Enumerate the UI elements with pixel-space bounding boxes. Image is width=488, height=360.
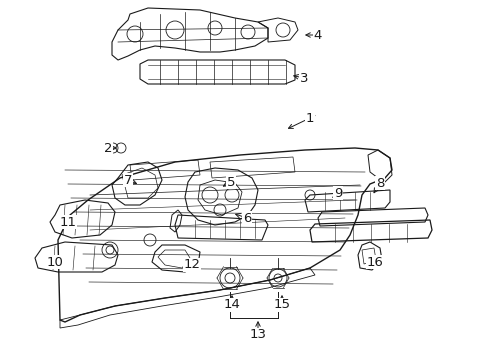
Text: 16: 16 [366, 256, 383, 269]
Text: 14: 14 [223, 298, 240, 311]
Text: 6: 6 [243, 212, 251, 225]
Text: 5: 5 [226, 176, 235, 189]
Text: 7: 7 [123, 174, 132, 186]
Text: 8: 8 [375, 176, 384, 189]
Text: 11: 11 [60, 216, 76, 229]
Text: 9: 9 [333, 186, 342, 199]
Text: 13: 13 [249, 328, 266, 342]
Text: 1: 1 [305, 112, 314, 125]
Text: 12: 12 [183, 258, 200, 271]
Text: 10: 10 [46, 256, 63, 269]
Text: 4: 4 [313, 28, 322, 41]
Text: 15: 15 [273, 298, 290, 311]
Text: 3: 3 [299, 72, 307, 85]
Text: 2: 2 [103, 141, 112, 154]
